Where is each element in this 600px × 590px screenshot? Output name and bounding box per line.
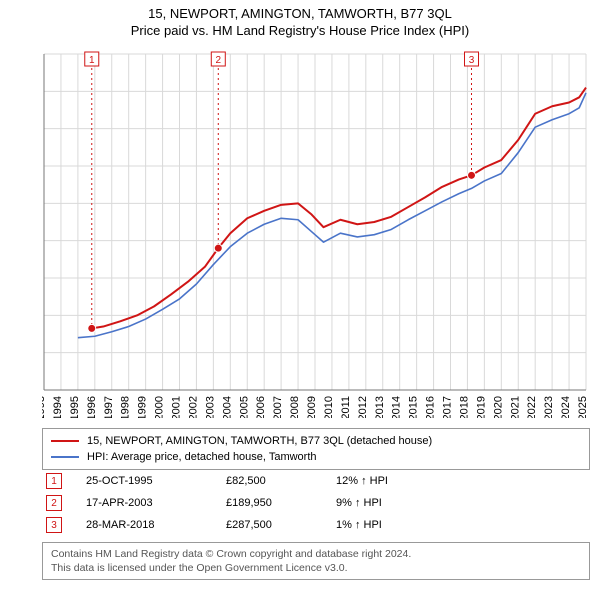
svg-text:2019: 2019 — [475, 396, 487, 418]
svg-text:2008: 2008 — [289, 396, 301, 418]
svg-text:1996: 1996 — [86, 396, 98, 418]
footer-note: Contains HM Land Registry data © Crown c… — [42, 542, 590, 580]
svg-text:2006: 2006 — [255, 396, 267, 418]
svg-text:2024: 2024 — [560, 396, 572, 418]
marker-row-3: 3 28-MAR-2018 £287,500 1% ↑ HPI — [42, 514, 590, 536]
footer-line2: This data is licensed under the Open Gov… — [51, 561, 581, 575]
legend-label-hpi: HPI: Average price, detached house, Tamw… — [87, 451, 317, 463]
svg-text:2016: 2016 — [425, 396, 437, 418]
marker-row-2: 2 17-APR-2003 £189,950 9% ↑ HPI — [42, 492, 590, 514]
marker-price-2: £189,950 — [226, 497, 336, 509]
svg-text:1997: 1997 — [103, 396, 115, 418]
legend-swatch-property — [51, 440, 79, 442]
legend: 15, NEWPORT, AMINGTON, TAMWORTH, B77 3QL… — [42, 428, 590, 470]
svg-text:1993: 1993 — [42, 396, 47, 418]
footer-line1: Contains HM Land Registry data © Crown c… — [51, 547, 581, 561]
svg-text:1: 1 — [89, 55, 95, 66]
svg-text:2018: 2018 — [458, 396, 470, 418]
chart: £0£50K£100K£150K£200K£250K£300K£350K£400… — [42, 48, 590, 418]
marker-date-3: 28-MAR-2018 — [86, 519, 226, 531]
svg-text:2000: 2000 — [154, 396, 166, 418]
svg-text:1994: 1994 — [52, 396, 64, 418]
marker-table: 1 25-OCT-1995 £82,500 12% ↑ HPI 2 17-APR… — [42, 470, 590, 536]
marker-delta-2: 9% ↑ HPI — [336, 497, 446, 509]
marker-badge-3: 3 — [46, 517, 62, 533]
svg-text:1998: 1998 — [120, 396, 132, 418]
title-block: 15, NEWPORT, AMINGTON, TAMWORTH, B77 3QL… — [0, 0, 600, 38]
svg-text:2004: 2004 — [221, 396, 233, 418]
chart-svg: £0£50K£100K£150K£200K£250K£300K£350K£400… — [42, 48, 590, 418]
marker-price-3: £287,500 — [226, 519, 336, 531]
legend-row-property: 15, NEWPORT, AMINGTON, TAMWORTH, B77 3QL… — [51, 433, 581, 449]
svg-text:1995: 1995 — [69, 396, 81, 418]
svg-text:2: 2 — [216, 55, 222, 66]
marker-date-1: 25-OCT-1995 — [86, 475, 226, 487]
legend-row-hpi: HPI: Average price, detached house, Tamw… — [51, 449, 581, 465]
legend-swatch-hpi — [51, 456, 79, 458]
svg-text:2001: 2001 — [171, 396, 183, 418]
svg-text:2003: 2003 — [204, 396, 216, 418]
marker-delta-1: 12% ↑ HPI — [336, 475, 446, 487]
svg-text:2005: 2005 — [238, 396, 250, 418]
title-main: 15, NEWPORT, AMINGTON, TAMWORTH, B77 3QL — [0, 6, 600, 21]
svg-text:2023: 2023 — [543, 396, 555, 418]
svg-text:2017: 2017 — [442, 396, 454, 418]
marker-badge-1: 1 — [46, 473, 62, 489]
svg-text:2010: 2010 — [323, 396, 335, 418]
marker-delta-3: 1% ↑ HPI — [336, 519, 446, 531]
svg-text:3: 3 — [469, 55, 475, 66]
legend-label-property: 15, NEWPORT, AMINGTON, TAMWORTH, B77 3QL… — [87, 435, 432, 447]
marker-price-1: £82,500 — [226, 475, 336, 487]
svg-text:2025: 2025 — [577, 396, 589, 418]
svg-text:2009: 2009 — [306, 396, 318, 418]
svg-text:2011: 2011 — [340, 396, 352, 418]
svg-text:2013: 2013 — [374, 396, 386, 418]
marker-date-2: 17-APR-2003 — [86, 497, 226, 509]
marker-badge-2: 2 — [46, 495, 62, 511]
svg-text:2022: 2022 — [526, 396, 538, 418]
svg-text:1999: 1999 — [137, 396, 149, 418]
marker-row-1: 1 25-OCT-1995 £82,500 12% ↑ HPI — [42, 470, 590, 492]
svg-text:2020: 2020 — [492, 396, 504, 418]
svg-text:2007: 2007 — [272, 396, 284, 418]
svg-text:2014: 2014 — [391, 396, 403, 418]
title-sub: Price paid vs. HM Land Registry's House … — [0, 23, 600, 38]
svg-text:2012: 2012 — [357, 396, 369, 418]
svg-text:2015: 2015 — [408, 396, 420, 418]
svg-text:2002: 2002 — [187, 396, 199, 418]
svg-text:2021: 2021 — [509, 396, 521, 418]
